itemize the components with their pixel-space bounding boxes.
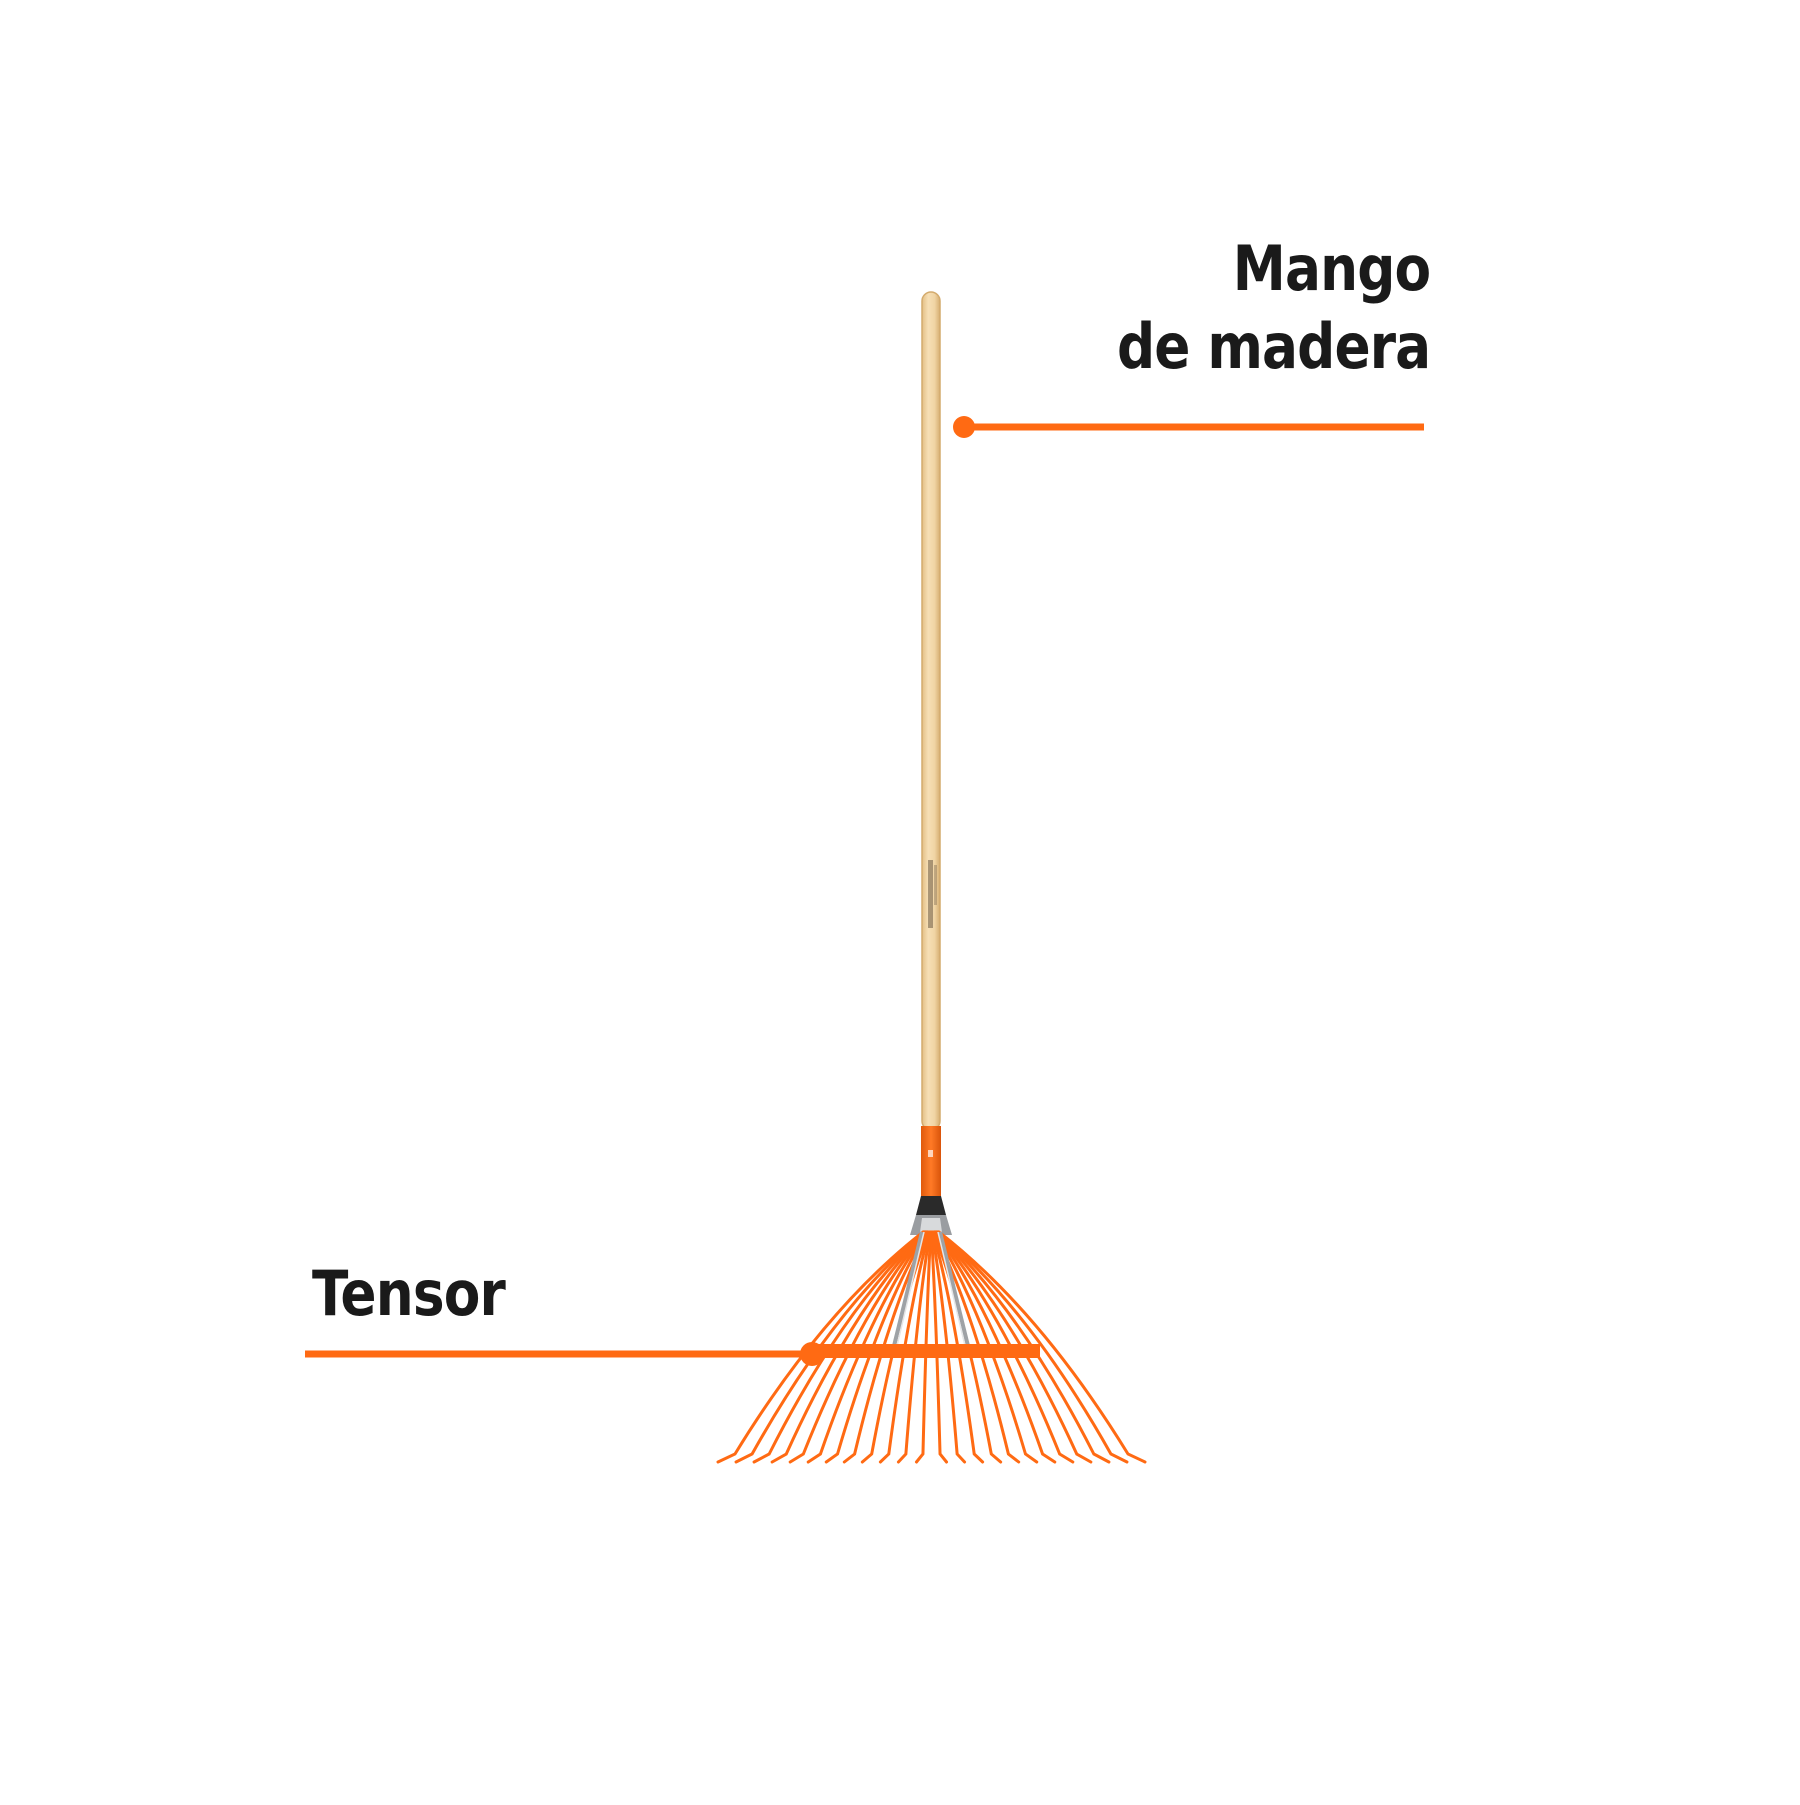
callout-handle-dot <box>953 416 975 438</box>
rake-tine <box>929 1230 949 1464</box>
handle-brand-marking <box>928 860 933 928</box>
tensor-callout-label: Tensor <box>312 1255 506 1333</box>
rake-tine <box>752 1230 926 1464</box>
rake-tine <box>934 1230 1057 1464</box>
rake-tine <box>914 1230 933 1464</box>
rake-tine <box>931 1230 985 1464</box>
rake-tine <box>806 1230 928 1464</box>
tensor-label: Tensor <box>312 1257 506 1330</box>
rake-tine <box>824 1230 929 1464</box>
ferrule <box>910 1126 952 1235</box>
handle-callout-label: Mango de madera <box>1116 230 1431 385</box>
rake-tine <box>937 1230 1147 1464</box>
rake-tine <box>936 1230 1129 1464</box>
rake-tine <box>878 1230 931 1464</box>
rake-tine <box>788 1230 928 1464</box>
tensor-bar <box>815 1344 1040 1358</box>
support-rods <box>891 1231 971 1351</box>
rake-tine <box>935 1230 1093 1464</box>
wooden-handle <box>921 291 941 1131</box>
rake-tine <box>936 1230 1111 1464</box>
rake-tine <box>933 1230 1039 1464</box>
callout-handle <box>953 416 1424 438</box>
handle-label-line2: de madera <box>1116 309 1431 383</box>
rake-tines <box>716 1230 1147 1464</box>
callout-tensor-dot <box>800 1342 824 1366</box>
handle-label-line1: Mango <box>1232 232 1430 305</box>
rake-tine <box>930 1230 967 1464</box>
rake-tine <box>716 1230 925 1464</box>
rake-tine <box>934 1230 1075 1464</box>
callout-tensor <box>305 1342 824 1366</box>
rake-tine <box>896 1230 932 1464</box>
rake-tine <box>770 1230 927 1464</box>
rake-tine <box>734 1230 926 1464</box>
